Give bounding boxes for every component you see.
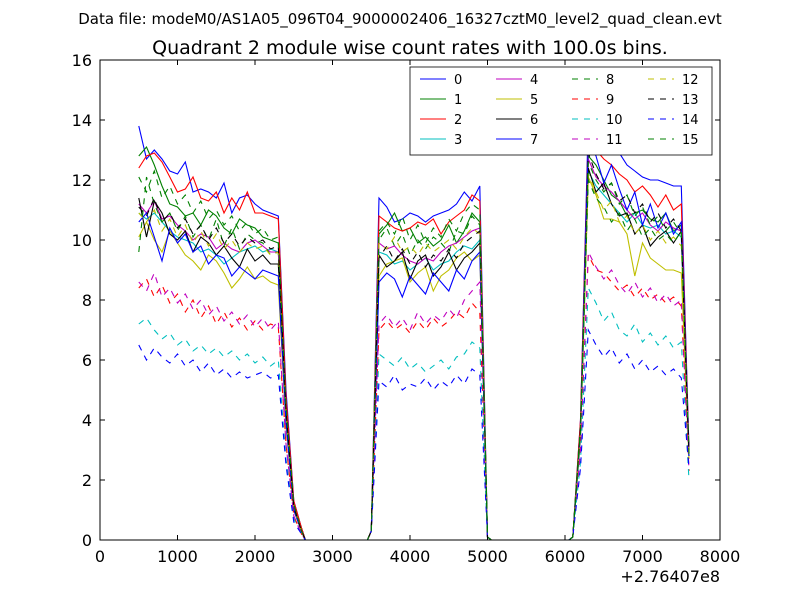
- series-line-7: [138, 137, 690, 541]
- series-7: [138, 137, 690, 541]
- legend-label-6: 6: [530, 113, 538, 128]
- x-tick-label-5: 5000: [467, 547, 508, 566]
- x-tick-label-3: 3000: [312, 547, 353, 566]
- series-14: [138, 327, 690, 541]
- legend-frame: [409, 66, 713, 156]
- y-tick-label-2: 4: [82, 411, 92, 430]
- legend-label-0: 0: [454, 73, 462, 88]
- x-tick-label-7: 7000: [622, 547, 663, 566]
- x-tick-label-6: 6000: [545, 547, 586, 566]
- legend-label-11: 11: [606, 133, 623, 148]
- y-tick-label-1: 2: [82, 471, 92, 490]
- series-line-14: [138, 327, 690, 541]
- ticks-layer: 0 1000 2000 3000 4000 5000 6000 7000 80000246810…: [72, 51, 741, 566]
- y-tick-label-5: 10: [72, 231, 92, 250]
- series-line-15: [138, 161, 690, 541]
- y-tick-label-4: 8: [82, 291, 92, 310]
- legend-label-3: 3: [454, 133, 462, 148]
- series-2: [138, 131, 690, 541]
- series-line-11: [138, 249, 690, 541]
- y-tick-label-6: 12: [72, 171, 92, 190]
- y-tick-label-7: 14: [72, 111, 92, 130]
- legend-label-13: 13: [682, 93, 699, 108]
- y-tick-label-3: 6: [82, 351, 92, 370]
- series-9: [138, 252, 690, 541]
- series-15: [138, 161, 690, 541]
- series-line-2: [138, 131, 690, 541]
- series-line-9: [138, 252, 690, 541]
- series-line-12: [138, 173, 690, 541]
- legend-label-10: 10: [606, 113, 623, 128]
- series-line-10: [138, 285, 690, 541]
- x-tick-label-4: 4000: [390, 547, 431, 566]
- series-4: [138, 158, 690, 541]
- legend-label-4: 4: [530, 73, 538, 88]
- x-tick-label-0: 0: [95, 547, 105, 566]
- x-tick-label-2: 2000: [235, 547, 276, 566]
- legend-label-7: 7: [530, 133, 538, 148]
- legend-label-1: 1: [454, 93, 462, 108]
- legend-label-14: 14: [682, 113, 699, 128]
- chart-title: Quadrant 2 module wise count rates with …: [152, 37, 668, 59]
- series-11: [138, 249, 690, 541]
- axes-frame: [99, 59, 721, 541]
- legend-label-2: 2: [454, 113, 462, 128]
- y-tick-label-8: 16: [72, 51, 92, 70]
- legend-label-12: 12: [682, 73, 699, 88]
- series-5: [138, 176, 690, 541]
- series-layer: [138, 119, 690, 541]
- legend-label-9: 9: [606, 93, 614, 108]
- x-tick-label-1: 1000: [157, 547, 198, 566]
- x-tick-label-8: 8000: [700, 547, 741, 566]
- figure-suptitle: Data file: modeM0/AS1A05_096T04_90000024…: [78, 10, 722, 29]
- legend-label-8: 8: [606, 73, 614, 88]
- y-tick-label-0: 0: [82, 531, 92, 550]
- legend-label-5: 5: [530, 93, 538, 108]
- legend-label-15: 15: [682, 133, 699, 148]
- series-10: [138, 285, 690, 541]
- x-offset-label: +2.76407e8: [620, 567, 720, 586]
- series-line-4: [138, 158, 690, 541]
- series-line-5: [138, 176, 690, 541]
- series-12: [138, 173, 690, 541]
